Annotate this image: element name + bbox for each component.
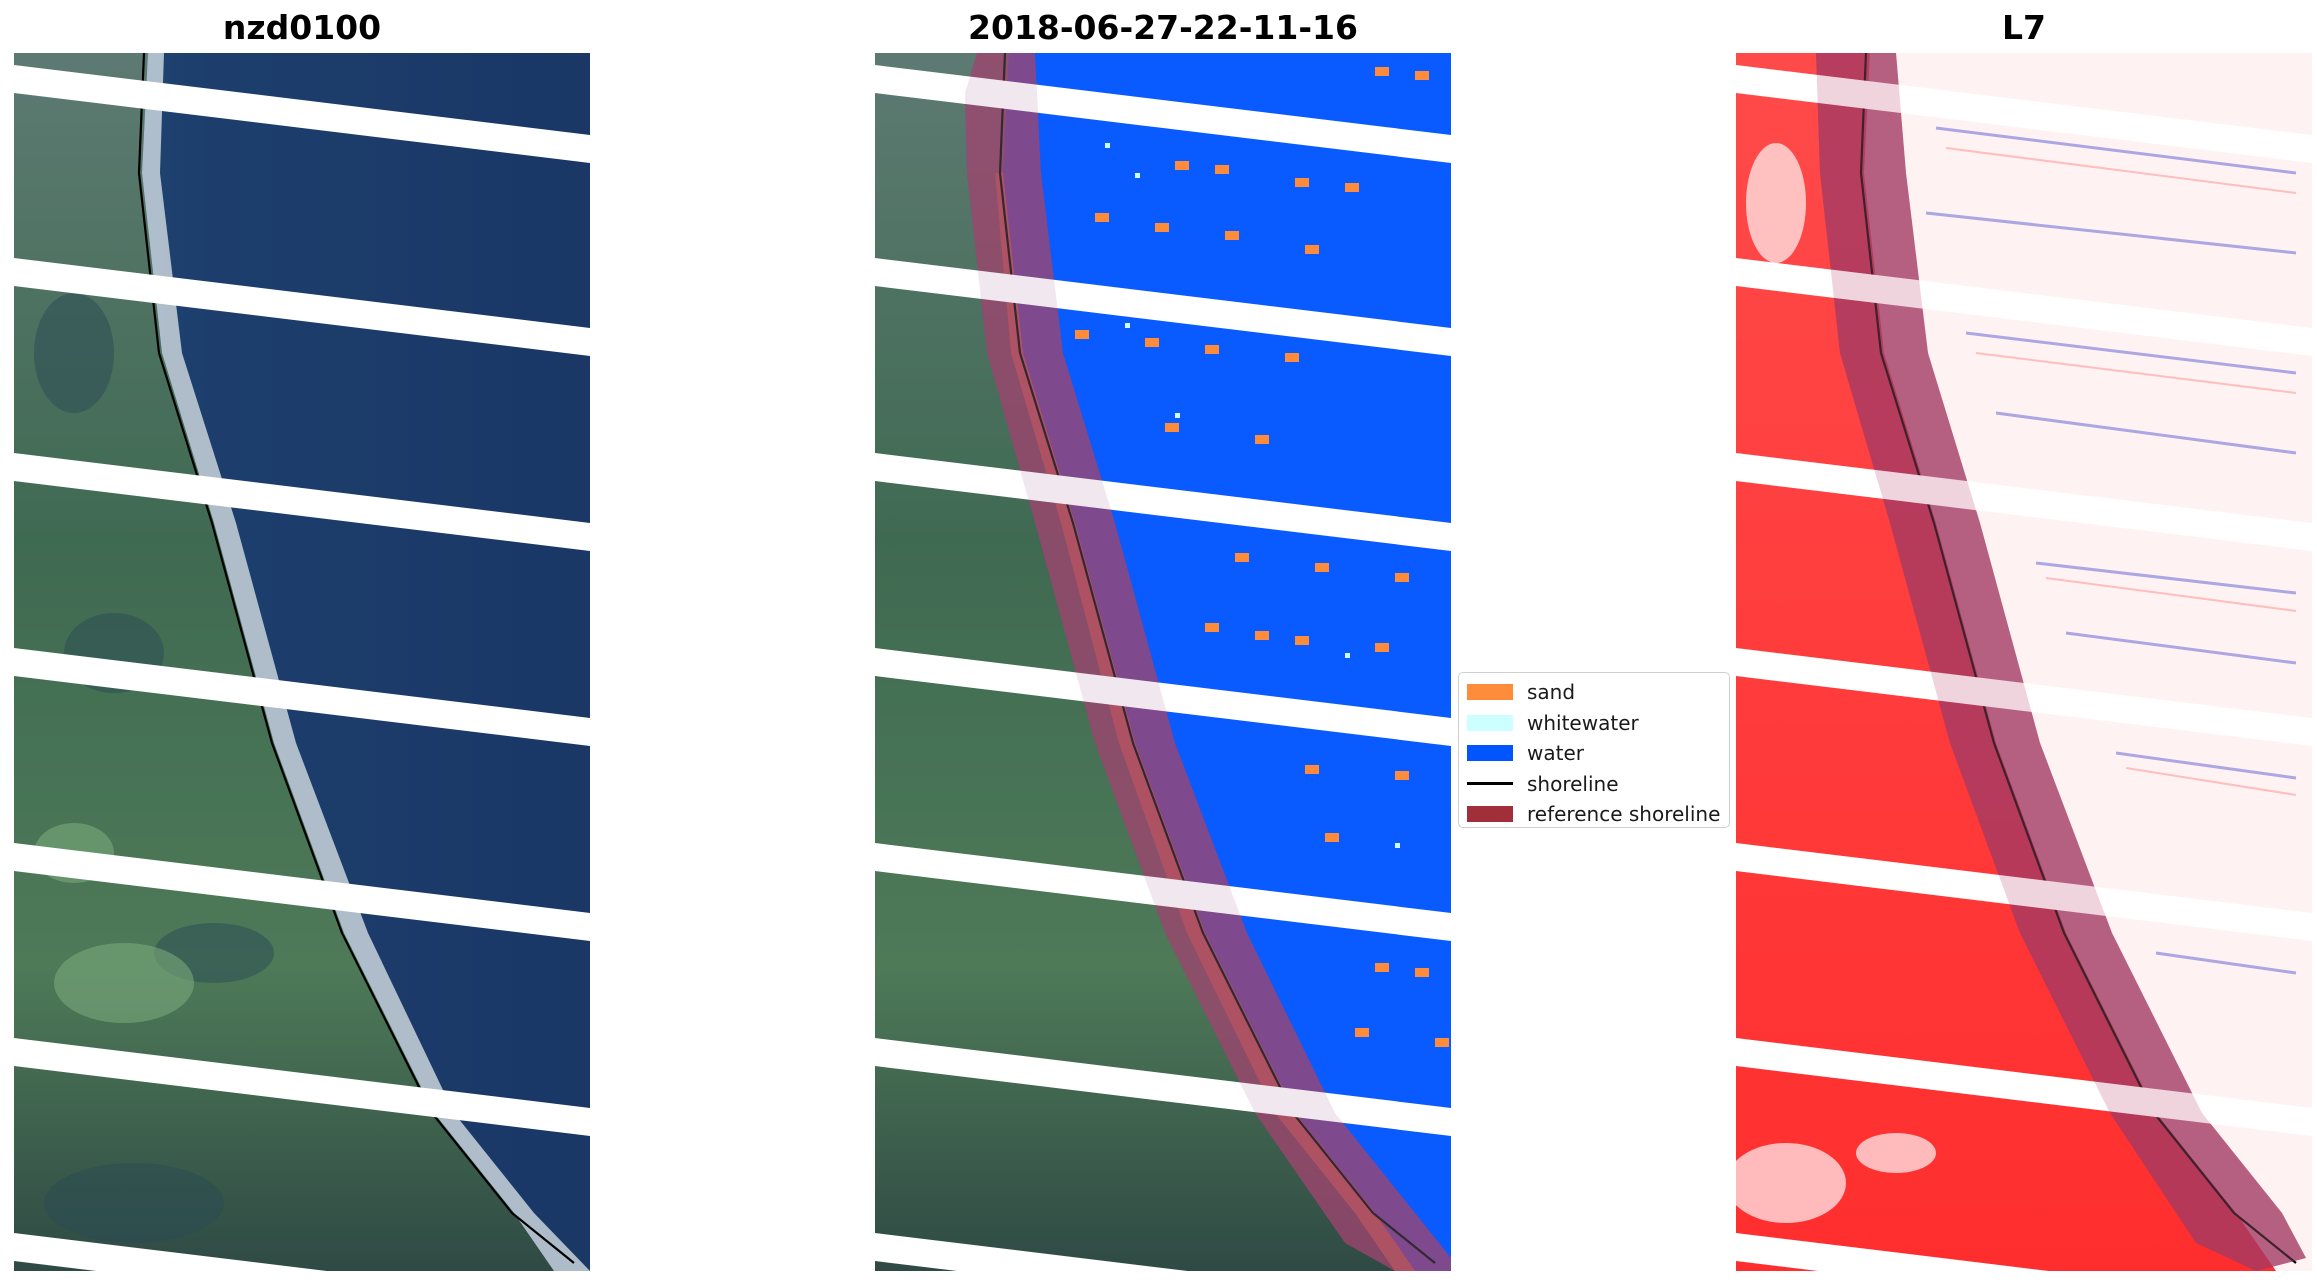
legend-item-sand: sand [1459, 677, 1729, 708]
legend-label: sand [1527, 680, 1576, 705]
reference-shoreline-swatch [1467, 806, 1513, 823]
legend-item-reference-shoreline: reference shoreline [1459, 799, 1729, 830]
panel-title-rgb: nzd0100 [222, 8, 382, 47]
legend-label: whitewater [1527, 710, 1639, 735]
sand-swatch [1467, 684, 1513, 701]
legend-item-water: water [1459, 738, 1729, 769]
legend-label: water [1527, 741, 1584, 766]
index-image-panel [1736, 53, 2312, 1271]
legend: sand whitewater water shoreline referenc… [1458, 672, 1730, 828]
legend-label: shoreline [1527, 771, 1619, 796]
classified-image-panel [875, 53, 1451, 1271]
panel-title-classified: 2018-06-27-22-11-16 [968, 8, 1358, 47]
legend-label: reference shoreline [1527, 802, 1721, 827]
water-swatch [1467, 745, 1513, 762]
index-image [1736, 53, 2312, 1271]
whitewater-swatch [1467, 714, 1513, 731]
legend-item-whitewater: whitewater [1459, 708, 1729, 739]
panel-title-index: L7 [2002, 8, 2046, 47]
classified-image [875, 53, 1451, 1271]
rgb-image-panel [14, 53, 590, 1271]
rgb-image [14, 53, 590, 1271]
shoreline-line-swatch [1467, 782, 1513, 786]
legend-item-shoreline: shoreline [1459, 769, 1729, 800]
